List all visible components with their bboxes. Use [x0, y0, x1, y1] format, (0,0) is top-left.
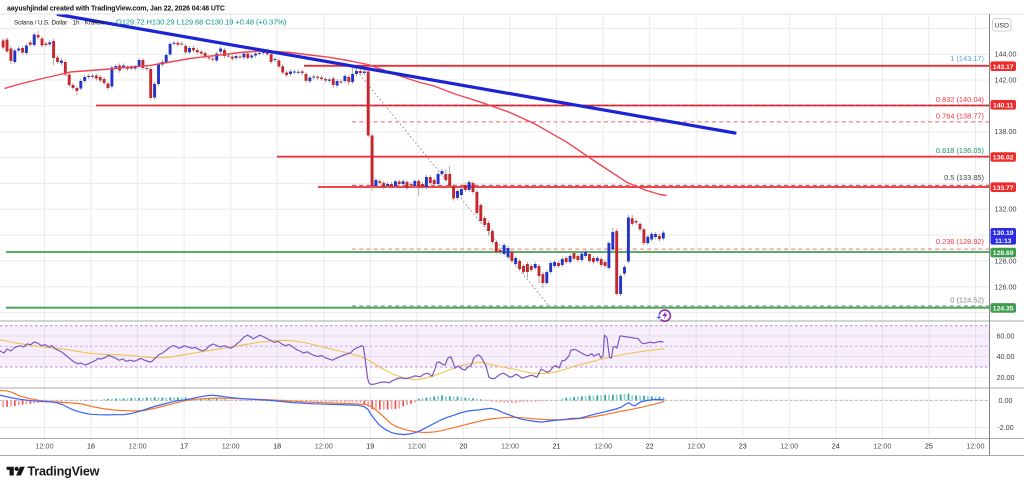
svg-text:138.00: 138.00 [995, 127, 1017, 136]
svg-text:18: 18 [273, 442, 281, 451]
svg-text:21: 21 [553, 442, 561, 451]
svg-text:19: 19 [366, 442, 374, 451]
svg-text:60.00: 60.00 [997, 332, 1015, 341]
svg-text:0 (124.52): 0 (124.52) [950, 296, 984, 305]
svg-text:0.764 (138.77): 0.764 (138.77) [936, 112, 984, 121]
svg-text:128.69: 128.69 [993, 250, 1014, 257]
svg-text:23: 23 [739, 442, 747, 451]
svg-text:22: 22 [646, 442, 654, 451]
svg-text:12:00: 12:00 [501, 442, 519, 451]
svg-text:126.00: 126.00 [995, 282, 1017, 291]
svg-text:12:00: 12:00 [222, 442, 240, 451]
svg-text:0.236 (128.92): 0.236 (128.92) [936, 237, 984, 246]
svg-text:12:00: 12:00 [780, 442, 798, 451]
svg-text:124.35: 124.35 [993, 306, 1014, 313]
svg-text:12:00: 12:00 [873, 442, 891, 451]
svg-text:O129.72 H130.29 L129.68 C13: O129.72 H130.29 L129.68 C130.19 +0.48 (+… [116, 17, 287, 26]
svg-text:130.19: 130.19 [993, 230, 1014, 237]
svg-text:12:00: 12:00 [594, 442, 612, 451]
svg-text:136.02: 136.02 [993, 155, 1014, 162]
svg-text:20: 20 [459, 442, 467, 451]
svg-text:25: 25 [925, 442, 933, 451]
svg-text:20.00: 20.00 [997, 373, 1015, 382]
svg-text:12:00: 12:00 [129, 442, 147, 451]
svg-text:TradingView: TradingView [28, 465, 100, 479]
svg-text:12:00: 12:00 [408, 442, 426, 451]
svg-text:12:00: 12:00 [687, 442, 705, 451]
svg-text:140.11: 140.11 [993, 102, 1014, 109]
svg-text:aayushjindal created with Trad: aayushjindal created with TradingView.co… [7, 6, 225, 13]
svg-text:144.00: 144.00 [995, 50, 1017, 59]
svg-text:-2.00: -2.00 [997, 423, 1013, 432]
svg-text:12:00: 12:00 [315, 442, 333, 451]
svg-text:11:13: 11:13 [995, 238, 1012, 245]
svg-text:24: 24 [832, 442, 840, 451]
svg-text:17: 17 [180, 442, 188, 451]
svg-text:0.832 (140.04): 0.832 (140.04) [936, 95, 984, 104]
svg-text:133.77: 133.77 [993, 185, 1014, 192]
svg-text:16: 16 [87, 442, 95, 451]
svg-text:0.00: 0.00 [999, 396, 1013, 405]
svg-text:1 (143.17): 1 (143.17) [950, 54, 984, 63]
svg-text:128.00: 128.00 [995, 256, 1017, 265]
svg-text:143.17: 143.17 [993, 64, 1014, 71]
svg-text:0.5 (133.85): 0.5 (133.85) [944, 173, 984, 182]
svg-text:0.618 (136.05): 0.618 (136.05) [936, 146, 984, 155]
svg-text:12:00: 12:00 [967, 442, 985, 451]
svg-text:132.00: 132.00 [995, 205, 1017, 214]
svg-text:Solana / U.S. Dollar · 1h · Kr: Solana / U.S. Dollar · 1h · Kraken [14, 19, 105, 26]
svg-text:12:00: 12:00 [36, 442, 54, 451]
svg-text:40.00: 40.00 [997, 352, 1015, 361]
svg-text:USD: USD [995, 22, 1009, 29]
svg-text:142.00: 142.00 [995, 76, 1017, 85]
